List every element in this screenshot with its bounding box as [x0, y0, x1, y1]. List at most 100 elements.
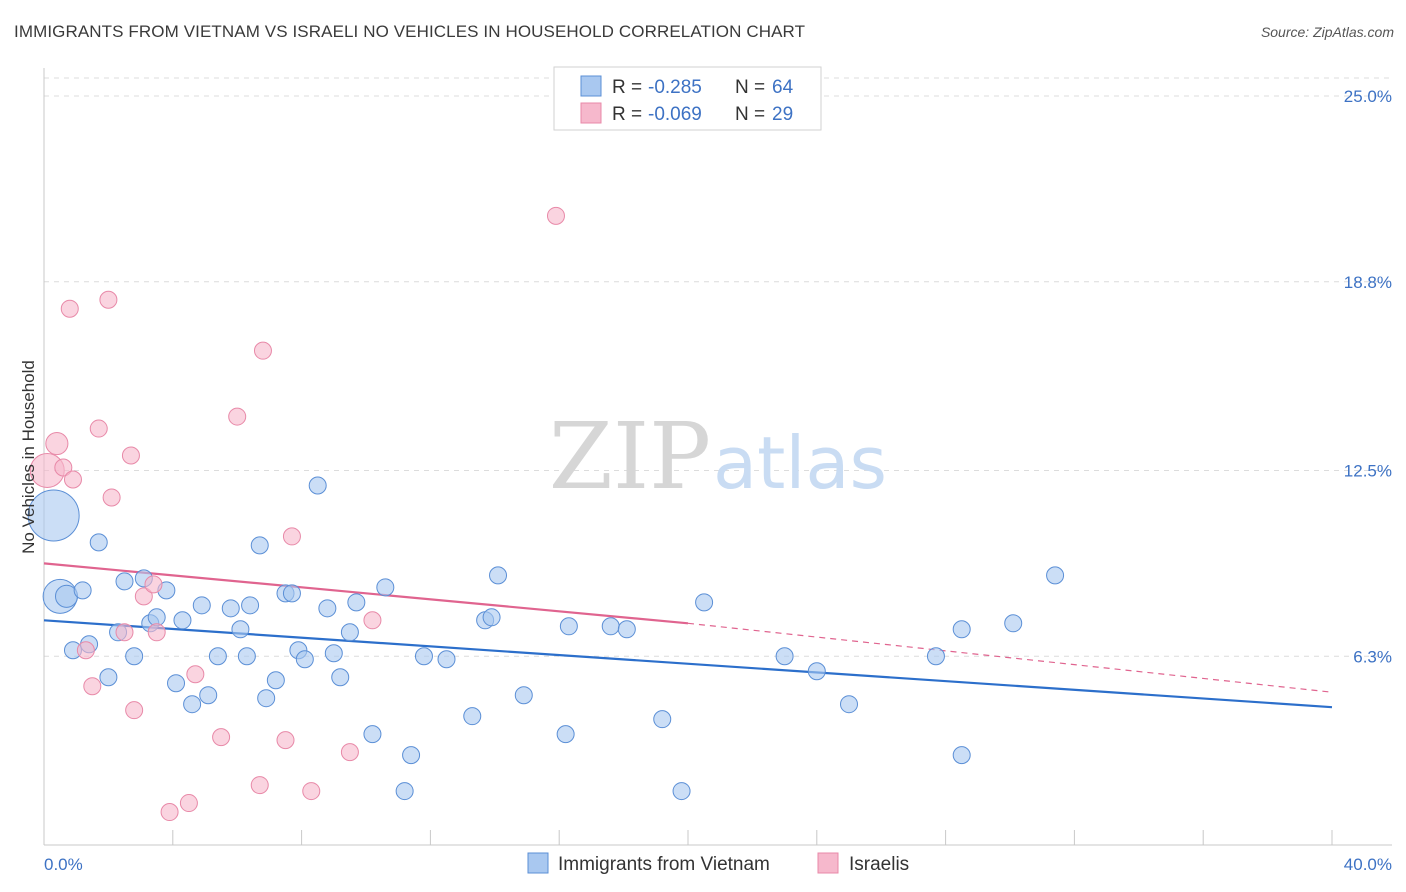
point-vietnam [1004, 614, 1023, 633]
y-tick-label: 25.0% [1344, 87, 1392, 106]
point-vietnam [926, 647, 945, 666]
point-israelis [144, 575, 163, 594]
point-vietnam [199, 686, 218, 705]
x-tick-labels: 0.0% 40.0% [44, 855, 1392, 874]
bottom-legend-swatch-pink [817, 852, 839, 874]
legend-r-value-2: -0.069 [648, 104, 702, 125]
point-israelis [253, 341, 272, 360]
point-vietnam [99, 668, 118, 687]
chart-title: IMMIGRANTS FROM VIETNAM VS ISRAELI NO VE… [14, 22, 806, 41]
source-credit: Source: ZipAtlas.com [1260, 24, 1394, 40]
point-israelis [60, 299, 79, 318]
watermark: ZIP atlas [549, 403, 887, 510]
point-vietnam [241, 596, 260, 615]
point-vietnam [601, 617, 620, 636]
gridlines [44, 77, 1392, 657]
legend-swatch-pink [580, 102, 602, 124]
point-vietnam [653, 710, 672, 729]
point-vietnam [250, 536, 269, 555]
y-tick-label: 6.3% [1353, 647, 1392, 666]
point-vietnam [363, 725, 382, 744]
point-vietnam [695, 593, 714, 612]
point-vietnam [231, 620, 250, 639]
y-tick-label: 12.5% [1344, 462, 1392, 481]
point-vietnam [73, 581, 92, 600]
point-israelis [212, 728, 231, 747]
point-vietnam [125, 647, 144, 666]
legend-n-value-2: 29 [772, 104, 793, 125]
legend-n-value-1: 64 [772, 77, 794, 98]
point-vietnam [89, 533, 108, 552]
bottom-legend: Immigrants from Vietnam Israelis [527, 852, 909, 875]
point-vietnam [489, 566, 508, 585]
point-vietnam [266, 671, 285, 690]
trend-line-israelis [43, 562, 689, 625]
point-vietnam [672, 782, 691, 801]
point-israelis [363, 611, 382, 630]
point-vietnam [775, 647, 794, 666]
point-israelis [76, 641, 95, 660]
bottom-legend-label-israelis: Israelis [849, 854, 909, 875]
point-vietnam [952, 620, 971, 639]
point-vietnam [414, 647, 433, 666]
point-vietnam [173, 611, 192, 630]
point-vietnam [221, 599, 240, 618]
point-vietnam [463, 707, 482, 726]
point-vietnam [376, 578, 395, 597]
legend-box: R = -0.285 N = 64 R = -0.069 N = 29 [553, 66, 822, 131]
point-vietnam [840, 695, 858, 714]
point-israelis [282, 527, 301, 546]
point-israelis [250, 776, 269, 795]
point-vietnam [807, 662, 826, 681]
point-israelis [546, 206, 565, 225]
point-vietnam [437, 650, 456, 669]
watermark-atlas: atlas [713, 421, 887, 505]
point-vietnam [482, 608, 501, 627]
legend-n-label-1: N = [735, 77, 765, 98]
point-vietnam [340, 623, 359, 642]
point-vietnam [556, 725, 575, 744]
point-israelis [125, 701, 144, 720]
watermark-zip: ZIP [549, 403, 711, 510]
point-israelis [276, 731, 295, 750]
legend-r-label-2: R = [612, 104, 642, 125]
legend-swatch-blue [580, 75, 602, 97]
trend-line-israelis-extension [687, 622, 1333, 693]
point-vietnam [282, 584, 301, 603]
point-vietnam [324, 644, 343, 663]
trend-lines [43, 562, 1333, 709]
y-tick-label: 18.8% [1344, 273, 1392, 292]
y-axis-label: No Vehicles in Household [19, 360, 38, 554]
point-vietnam [295, 650, 314, 669]
point-israelis [228, 407, 247, 426]
point-israelis [45, 431, 69, 456]
point-vietnam [183, 695, 202, 714]
point-israelis [340, 743, 359, 762]
point-vietnam [331, 668, 350, 687]
legend-n-label-2: N = [735, 104, 765, 125]
data-points [27, 206, 1065, 822]
point-israelis [54, 458, 73, 477]
point-israelis [147, 623, 166, 642]
point-vietnam [402, 746, 421, 765]
point-vietnam [208, 647, 227, 666]
point-israelis [134, 587, 153, 606]
point-vietnam [167, 674, 186, 693]
point-vietnam [559, 617, 578, 636]
x-tick-label: 0.0% [44, 855, 83, 874]
point-vietnam [115, 572, 134, 591]
x-tick-label: 40.0% [1344, 855, 1392, 874]
point-israelis [121, 446, 140, 465]
point-vietnam [395, 782, 414, 801]
bottom-legend-swatch-blue [527, 852, 549, 874]
point-vietnam [257, 689, 276, 708]
legend-r-value-1: -0.285 [648, 77, 702, 98]
point-israelis [63, 470, 82, 489]
point-vietnam [617, 620, 636, 639]
y-tick-labels: 6.3% 12.5% 18.8% 25.0% [1344, 87, 1392, 666]
point-vietnam [952, 746, 971, 765]
bottom-legend-label-vietnam: Immigrants from Vietnam [558, 854, 770, 875]
point-vietnam [237, 647, 256, 666]
point-israelis [186, 665, 205, 684]
